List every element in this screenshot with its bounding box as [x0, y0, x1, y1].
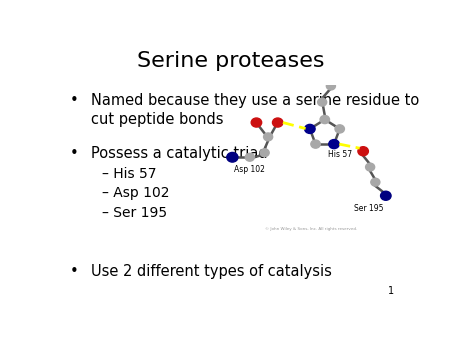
Text: 1: 1	[388, 286, 395, 296]
Text: Named because they use a serine residue to: Named because they use a serine residue …	[91, 93, 419, 107]
Text: Serine proteases: Serine proteases	[137, 51, 324, 71]
Text: •: •	[70, 264, 79, 280]
Text: cut peptide bonds: cut peptide bonds	[91, 112, 224, 127]
Text: – Ser 195: – Ser 195	[102, 206, 166, 220]
Text: – Asp 102: – Asp 102	[102, 186, 169, 200]
Text: •: •	[70, 93, 79, 107]
Text: Possess a catalytic triad: Possess a catalytic triad	[91, 146, 268, 161]
Text: Use 2 different types of catalysis: Use 2 different types of catalysis	[91, 264, 332, 280]
Text: – His 57: – His 57	[102, 167, 156, 181]
Text: •: •	[70, 146, 79, 161]
